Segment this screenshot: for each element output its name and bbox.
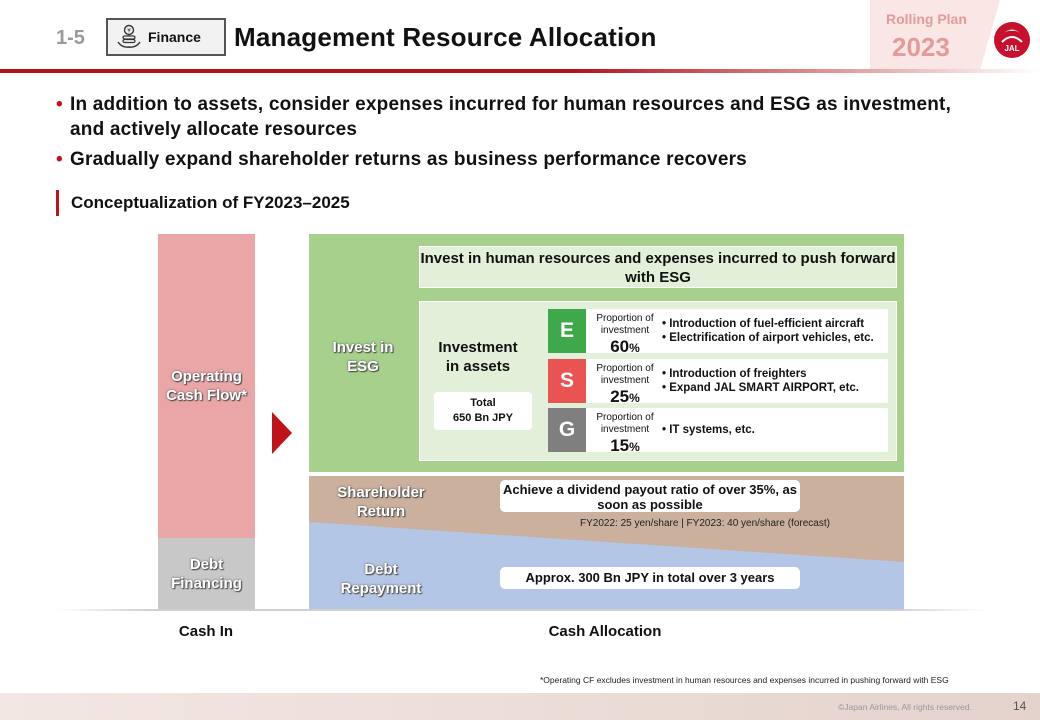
esg-item: • Electrification of airport vehicles, e… (662, 332, 874, 344)
page-title: Management Resource Allocation (234, 22, 657, 52)
debt-repayment-label: Debt Repayment (340, 561, 422, 597)
esg-description-g: • IT systems, etc. (658, 408, 888, 452)
shareholder-return-label: Shareholder Return (337, 484, 425, 520)
invest-esg-label: Invest in ESG (332, 339, 394, 375)
bullet-item: Gradually expand shareholder returns as … (56, 147, 956, 172)
coins-hand-icon: ¥ (117, 24, 141, 48)
jal-logo: JAL (992, 20, 1032, 60)
operating-cash-flow-label: Operating Cash Flow* (166, 368, 247, 404)
dividend-note: FY2022: 25 yen/share | FY2023: 40 yen/sh… (580, 518, 830, 529)
proportion-value: 60 (610, 337, 630, 356)
cash-in-axis-label: Cash In (178, 623, 234, 640)
right-arrow-icon (272, 412, 292, 454)
esg-item: • Introduction of freighters (662, 368, 807, 380)
svg-text:JAL: JAL (1004, 44, 1019, 53)
proportion-label: Proportion of investment (596, 313, 654, 336)
esg-description-s: • Introduction of freighters • Expand JA… (658, 359, 888, 403)
proportion-label: Proportion of investment (596, 412, 654, 435)
esg-letter-g: G (548, 408, 586, 452)
operating-cash-flow-block: Operating Cash Flow* (158, 234, 255, 538)
footnote: *Operating CF excludes investment in hum… (540, 675, 949, 685)
esg-proportion-s: Proportion of investment 25% (586, 359, 664, 406)
rolling-plan-shape (870, 0, 1000, 70)
rolling-plan-year: 2023 (892, 32, 950, 62)
subheading: Conceptualization of FY2023–2025 (56, 190, 350, 216)
copyright: ©Japan Airlines, All rights reserved. (838, 702, 972, 712)
page-number: 14 (1013, 699, 1027, 713)
debt-financing-block: Debt Financing (158, 538, 255, 610)
section-number: 1-5 (56, 27, 85, 49)
debt-repayment-box: Approx. 300 Bn JPY in total over 3 years (500, 567, 800, 589)
header-divider (0, 69, 1040, 73)
esg-letter-e: E (548, 309, 586, 353)
proportion-value: 15 (610, 436, 630, 455)
bullet-list: In addition to assets, consider expenses… (56, 92, 956, 177)
esg-letter-s: S (548, 359, 586, 403)
footer-bar (0, 693, 1040, 720)
total-label: Total (470, 397, 496, 409)
category-tag-label: Finance (148, 29, 201, 45)
diagram-baseline (56, 609, 986, 611)
rolling-plan-badge: Rolling Plan 2023 (870, 0, 1010, 70)
dividend-target-box: Achieve a dividend payout ratio of over … (500, 480, 800, 512)
esg-item: • IT systems, etc. (662, 424, 755, 436)
esg-proportion-g: Proportion of investment 15% (586, 408, 664, 455)
proportion-value: 25 (610, 387, 630, 406)
debt-financing-label: Debt Financing (171, 556, 242, 592)
investment-in-assets-label: Investment in assets (438, 339, 518, 375)
total-investment-box: Total 650 Bn JPY (434, 392, 532, 430)
svg-text:¥: ¥ (127, 28, 131, 35)
esg-banner: Invest in human resources and expenses i… (419, 246, 897, 288)
rolling-plan-label: Rolling Plan (886, 11, 967, 27)
esg-description-e: • Introduction of fuel-efficient aircraf… (658, 309, 888, 353)
esg-item: • Expand JAL SMART AIRPORT, etc. (662, 382, 859, 394)
esg-item: • Introduction of fuel-efficient aircraf… (662, 318, 865, 330)
category-tag: ¥ Finance (106, 18, 226, 56)
cash-allocation-axis-label: Cash Allocation (548, 623, 662, 640)
total-value: 650 Bn JPY (453, 412, 513, 424)
proportion-label: Proportion of investment (596, 363, 654, 386)
bullet-item: In addition to assets, consider expenses… (56, 92, 956, 142)
esg-proportion-e: Proportion of investment 60% (586, 309, 664, 356)
